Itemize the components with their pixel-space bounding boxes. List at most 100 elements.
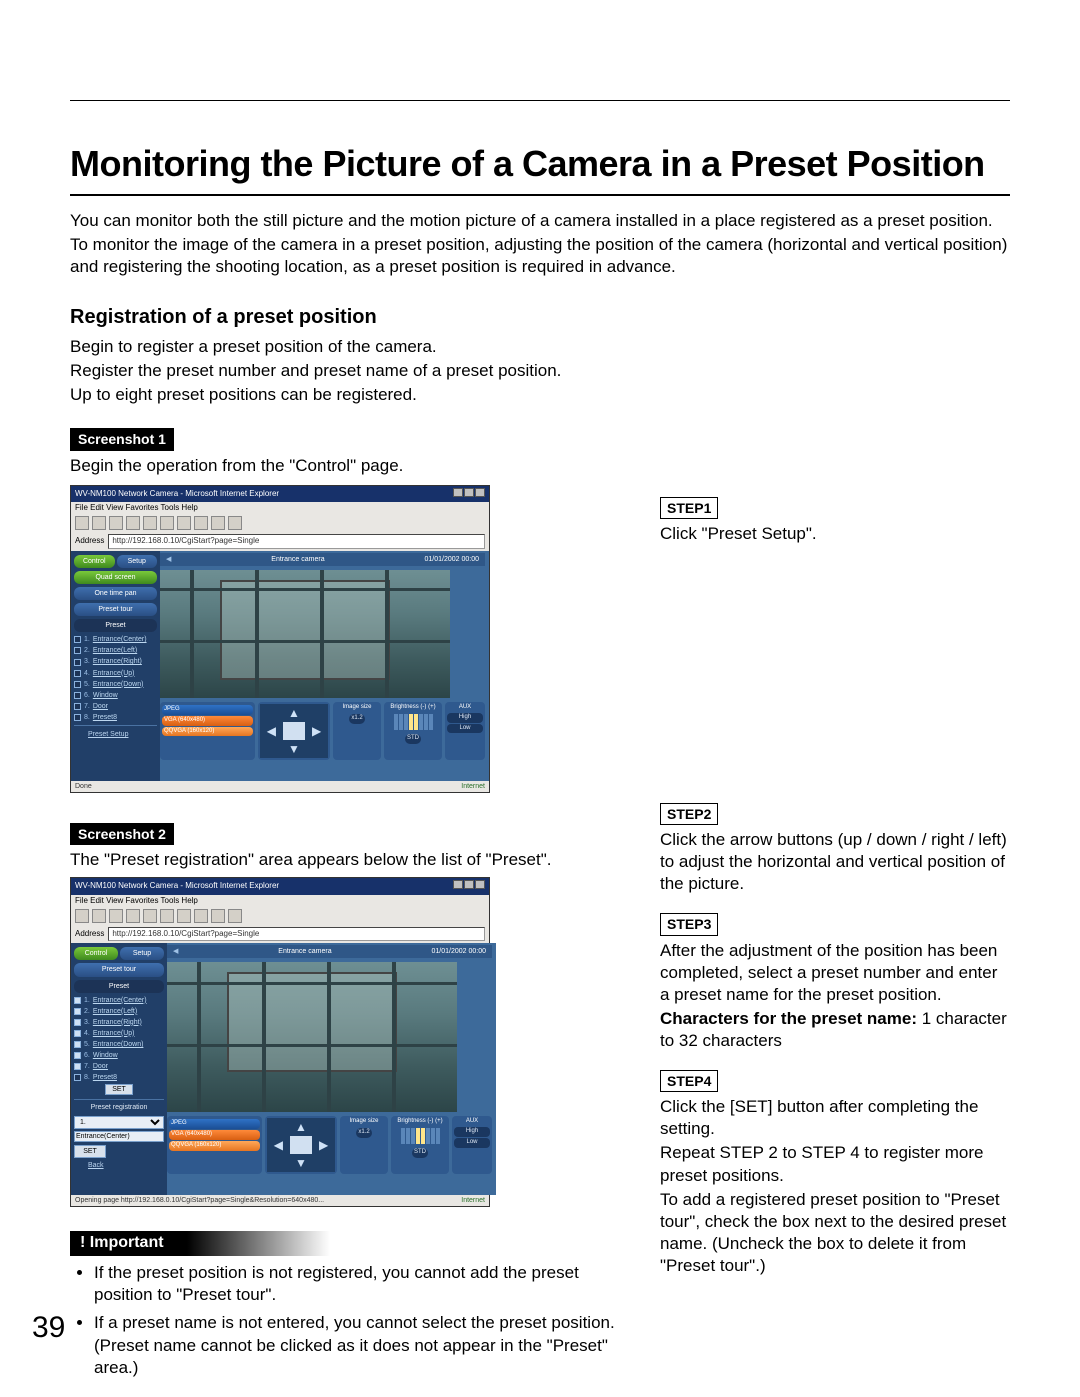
body-l3: Up to eight preset positions can be regi… — [70, 384, 1010, 406]
preset-item[interactable]: 5.Entrance(Down) — [74, 680, 157, 689]
preset-item[interactable]: 8.Preset8 — [74, 713, 157, 722]
screenshot2-caption: The "Preset registration" area appears b… — [70, 849, 630, 871]
address-label: Address — [75, 929, 104, 939]
aux-panel: AUX High Low — [445, 702, 485, 760]
dpad-down[interactable]: ▼ — [290, 1154, 313, 1172]
brightness-std[interactable]: STD — [405, 734, 421, 744]
jpeg-button[interactable]: JPEG — [169, 1119, 260, 1129]
imagesize-label: Image size — [342, 1118, 386, 1126]
brightness-std[interactable]: STD — [412, 1148, 428, 1158]
step1-label: STEP1 — [660, 497, 718, 519]
dpad-center[interactable] — [290, 1136, 313, 1154]
preset-number-select[interactable]: 1. — [74, 1116, 164, 1129]
imagesize-panel: Image size x1.2 — [340, 1116, 388, 1174]
sidebar: Control Setup Preset tour Preset 1.Entra… — [71, 943, 167, 1195]
vga-button[interactable]: VGA (640x480) — [169, 1130, 260, 1140]
dpad-up[interactable]: ▲ — [290, 1118, 313, 1136]
preset-item[interactable]: 1.Entrance(Center) — [74, 635, 157, 644]
intro-p2: To monitor the image of the camera in a … — [70, 234, 1010, 278]
imagesize-value[interactable]: x1.2 — [349, 714, 364, 724]
window-titlebar: WV-NM100 Network Camera - Microsoft Inte… — [71, 486, 489, 502]
address-bar: Address http://192.168.0.10/CgiStart?pag… — [71, 532, 489, 550]
status-text: Done — [75, 782, 92, 791]
back-link[interactable]: Back — [74, 1161, 164, 1170]
preset-item[interactable]: 4.Entrance(Up) — [74, 669, 157, 678]
preset-item[interactable]: 6.Window — [74, 691, 157, 700]
qvga-button[interactable]: QQVGA (160x120) — [162, 727, 253, 737]
address-input[interactable]: http://192.168.0.10/CgiStart?page=Single — [108, 927, 485, 941]
dpad-right[interactable]: ▶ — [312, 1136, 335, 1154]
screenshot1-label: Screenshot 1 — [70, 428, 174, 450]
aux-high[interactable]: High — [454, 1127, 490, 1137]
page-number: 39 — [32, 1308, 65, 1347]
preset-item[interactable]: 3.Entrance(Right) — [74, 657, 157, 666]
aux-low[interactable]: Low — [447, 724, 483, 734]
control-tab[interactable]: Control — [74, 947, 118, 960]
preset-name-input[interactable] — [74, 1131, 164, 1142]
preset-item[interactable]: 1.Entrance(Center) — [74, 996, 164, 1005]
sidebar: Control Setup Quad screen One time pan P… — [71, 551, 160, 781]
preset-item[interactable]: 2.Entrance(Left) — [74, 1007, 164, 1016]
aux-low[interactable]: Low — [454, 1138, 490, 1148]
prev-cam-icon[interactable]: ◀ — [173, 947, 178, 956]
jpeg-button[interactable]: JPEG — [162, 705, 253, 715]
setup-tab[interactable]: Setup — [117, 555, 158, 568]
control-tab[interactable]: Control — [74, 555, 115, 568]
body-l2: Register the preset number and preset na… — [70, 360, 1010, 382]
aux-panel: AUX High Low — [452, 1116, 492, 1174]
qvga-button[interactable]: QQVGA (160x120) — [169, 1141, 260, 1151]
window-buttons[interactable] — [452, 488, 485, 500]
important-item: If the preset position is not registered… — [94, 1262, 630, 1306]
preset-setup-link[interactable]: Preset Setup — [74, 730, 157, 739]
brightness-bars[interactable] — [393, 1128, 447, 1144]
toolbar[interactable] — [71, 907, 489, 925]
preset-item[interactable]: 7.Door — [74, 1062, 164, 1071]
vga-button[interactable]: VGA (640x480) — [162, 716, 253, 726]
prev-cam-icon[interactable]: ◀ — [166, 555, 171, 564]
menubar[interactable]: File Edit View Favorites Tools Help — [71, 895, 489, 907]
preset-list: 1.Entrance(Center) 2.Entrance(Left) 3.En… — [74, 996, 164, 1096]
menubar[interactable]: File Edit View Favorites Tools Help — [71, 502, 489, 514]
dpad-left[interactable]: ◀ — [267, 1136, 290, 1154]
camera-header: ◀ Entrance camera 01/01/2002 00:00 — [167, 945, 492, 958]
important-item: If a preset name is not entered, you can… — [94, 1312, 630, 1378]
dpad-center[interactable] — [283, 722, 306, 740]
imagesize-value[interactable]: x1.2 — [356, 1128, 371, 1138]
preset-item[interactable]: 8.Preset8 — [74, 1073, 164, 1082]
preset-item[interactable]: 5.Entrance(Down) — [74, 1040, 164, 1049]
format-panel: JPEG VGA (640x480) QQVGA (160x120) — [167, 1116, 262, 1174]
important-label: ! Important — [70, 1231, 330, 1256]
toolbar[interactable] — [71, 514, 489, 532]
onetimepan-button[interactable]: One time pan — [74, 587, 157, 600]
dpad-right[interactable]: ▶ — [305, 722, 328, 740]
presettour-button[interactable]: Preset tour — [74, 963, 164, 976]
dpad-up[interactable]: ▲ — [283, 704, 306, 722]
presettour-button[interactable]: Preset tour — [74, 603, 157, 616]
address-input[interactable]: http://192.168.0.10/CgiStart?page=Single — [108, 534, 485, 548]
quad-button[interactable]: Quad screen — [74, 571, 157, 584]
step3-text1: After the adjustment of the position has… — [660, 940, 1010, 1006]
aux-high[interactable]: High — [447, 713, 483, 723]
dpad-left[interactable]: ◀ — [260, 722, 283, 740]
window-buttons[interactable] — [452, 880, 485, 892]
preset-item[interactable]: 4.Entrance(Up) — [74, 1029, 164, 1038]
top-rule — [70, 100, 1010, 101]
camera-datetime: 01/01/2002 00:00 — [424, 555, 479, 564]
preset-item[interactable]: 2.Entrance(Left) — [74, 646, 157, 655]
set-button[interactable]: SET — [74, 1145, 106, 1158]
preset-item[interactable]: 6.Window — [74, 1051, 164, 1060]
setup-tab[interactable]: Setup — [120, 947, 164, 960]
preset-set-top[interactable]: SET — [105, 1084, 133, 1095]
screenshot1: WV-NM100 Network Camera - Microsoft Inte… — [70, 485, 490, 793]
step2-label: STEP2 — [660, 803, 718, 825]
format-panel: JPEG VGA (640x480) QQVGA (160x120) — [160, 702, 255, 760]
camera-name: Entrance camera — [271, 555, 324, 564]
brightness-bars[interactable] — [386, 714, 440, 730]
dpad: ▲ ◀ ▶ ▼ — [258, 702, 330, 760]
preset-registration: Preset registration 1. SET Back — [74, 1099, 164, 1169]
dpad-down[interactable]: ▼ — [283, 740, 306, 758]
preset-item[interactable]: 3.Entrance(Right) — [74, 1018, 164, 1027]
preset-list: 1.Entrance(Center) 2.Entrance(Left) 3.En… — [74, 635, 157, 722]
preset-item[interactable]: 7.Door — [74, 702, 157, 711]
step4-t2: Repeat STEP 2 to STEP 4 to register more… — [660, 1142, 1010, 1186]
